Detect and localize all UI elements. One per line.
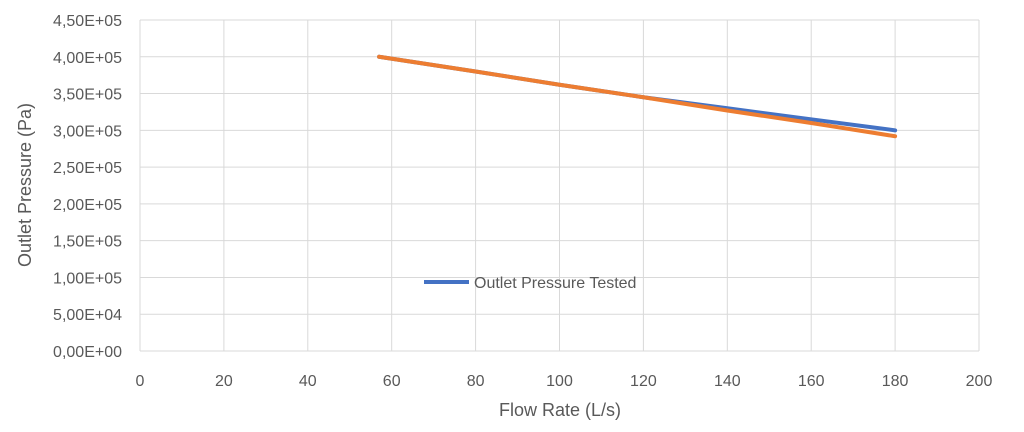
- y-tick-label: 3,00E+05: [53, 123, 122, 140]
- y-axis-label: Outlet Pressure (Pa): [15, 103, 35, 267]
- legend-label: Outlet Pressure Tested: [474, 275, 636, 292]
- y-tick-label: 2,00E+05: [53, 197, 122, 214]
- y-tick-label: 3,50E+05: [53, 87, 122, 104]
- x-tick-label: 40: [299, 373, 317, 390]
- y-tick-labels: 0,00E+00 5,00E+04 1,00E+05 1,50E+05 2,00E+05…: [53, 13, 122, 361]
- series-lines: [377, 54, 898, 139]
- grid: [139, 19, 980, 352]
- x-tick-label: 20: [215, 373, 233, 390]
- x-tick-label: 200: [966, 373, 993, 390]
- x-axis-label: Flow Rate (L/s): [499, 400, 621, 420]
- x-tick-label: 120: [630, 373, 657, 390]
- x-tick-labels: 0 20 40 60 80 100 120 140 160 180 200: [136, 373, 993, 390]
- y-tick-label: 4,00E+05: [53, 50, 122, 67]
- y-tick-label: 0,00E+00: [53, 344, 122, 361]
- y-tick-label: 2,50E+05: [53, 160, 122, 177]
- x-tick-label: 60: [383, 373, 401, 390]
- y-tick-label: 1,00E+05: [53, 270, 122, 287]
- series-line-1: [377, 54, 898, 139]
- legend: Outlet Pressure Tested: [424, 275, 636, 292]
- y-tick-label: 1,50E+05: [53, 234, 122, 251]
- x-tick-label: 160: [798, 373, 825, 390]
- y-tick-label: 4,50E+05: [53, 13, 122, 30]
- y-tick-label: 5,00E+04: [53, 307, 122, 324]
- x-tick-label: 100: [546, 373, 573, 390]
- x-tick-label: 180: [882, 373, 909, 390]
- x-tick-label: 0: [136, 373, 145, 390]
- x-tick-label: 140: [714, 373, 741, 390]
- x-tick-label: 80: [467, 373, 485, 390]
